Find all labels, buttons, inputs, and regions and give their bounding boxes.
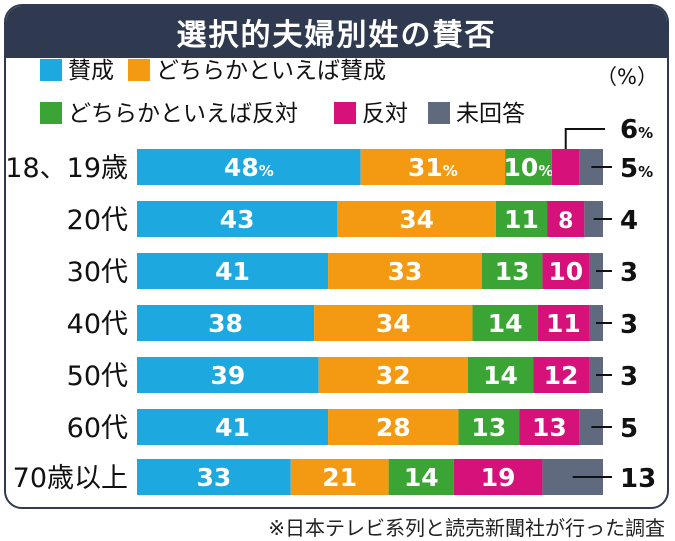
data-label-3-4: 3 (620, 310, 638, 340)
data-label-3-2: 14 (488, 309, 523, 338)
data-label-2-1: 33 (388, 257, 423, 286)
legend-swatch-4 (428, 102, 450, 124)
category-label-4: 50代 (67, 361, 128, 392)
leader-line-0-3 (564, 128, 605, 149)
data-label-6-4: 13 (620, 464, 656, 494)
data-label-5-2: 13 (471, 413, 506, 442)
data-label-2-3: 10 (548, 257, 583, 286)
data-label-4-0: 39 (210, 361, 245, 390)
bar-4-1 (318, 357, 468, 393)
data-label-0-1: 31% (408, 153, 458, 182)
category-label-1: 20代 (67, 205, 128, 236)
data-label-1-0: 43 (220, 205, 255, 234)
data-label-1-1: 34 (399, 205, 434, 234)
bar-5-0 (137, 409, 329, 445)
bar-0-2 (505, 149, 552, 185)
legend-label-0: 賛成 (68, 58, 114, 84)
bar-5-2 (458, 409, 520, 445)
category-label-0: 18、19歳 (5, 153, 128, 184)
bar-0-1 (360, 149, 506, 185)
legend-label-3: 反対 (362, 101, 408, 127)
category-label-5: 60代 (67, 413, 128, 444)
data-label-4-3: 12 (544, 361, 579, 390)
bar-1-2 (495, 201, 548, 237)
bar-3-3 (537, 305, 590, 341)
source-note: ※日本テレビ系列と読売新聞社が行った調査 (268, 516, 665, 540)
legend-label-1: どちらかといえば賛成 (156, 58, 386, 84)
legend-swatch-3 (334, 102, 356, 124)
bar-2-2 (481, 253, 543, 289)
data-label-3-1: 34 (376, 309, 411, 338)
data-label-6-1: 21 (322, 463, 357, 492)
data-label-3-3: 11 (546, 309, 581, 338)
bar-3-1 (314, 305, 473, 341)
data-label-0-2: 10% (504, 153, 554, 182)
data-label-5-4: 5 (620, 414, 638, 444)
bar-6-2 (388, 459, 454, 495)
bar-4-2 (467, 357, 534, 393)
chart-title: 選択的夫婦別姓の賛否 (6, 6, 667, 58)
bar-2-1 (328, 253, 482, 289)
legend-label-2: どちらかといえば反対 (68, 101, 298, 127)
legend-swatch-0 (40, 59, 62, 81)
bar-2-0 (137, 253, 329, 289)
data-label-6-2: 14 (404, 463, 439, 492)
legend-label-4: 未回答 (456, 101, 525, 127)
data-label-1-2: 11 (504, 205, 539, 234)
bar-1-0 (137, 201, 338, 237)
legend-swatch-2 (40, 102, 62, 124)
bar-2-3 (542, 253, 590, 289)
bar-3-2 (472, 305, 538, 341)
data-label-5-1: 28 (376, 413, 411, 442)
bar-5-1 (328, 409, 459, 445)
bar-3-0 (137, 305, 315, 341)
legend-swatch-1 (128, 59, 150, 81)
category-label-6: 70歳以上 (13, 463, 128, 494)
data-label-6-0: 33 (196, 463, 231, 492)
data-label-5-0: 41 (215, 413, 250, 442)
data-label-4-2: 14 (483, 361, 518, 390)
data-label-3-0: 38 (208, 309, 243, 338)
data-label-1-4: 4 (620, 206, 638, 236)
data-label-4-1: 32 (376, 361, 411, 390)
data-label-2-4: 3 (620, 258, 638, 288)
unit-label: （%） (596, 65, 658, 89)
bar-4-0 (137, 357, 319, 393)
category-label-2: 30代 (67, 257, 128, 288)
category-label-3: 40代 (67, 309, 128, 340)
bar-5-3 (519, 409, 580, 445)
bar-0-3 (551, 149, 580, 185)
bar-6-0 (137, 459, 291, 495)
data-label-0-3: 6% (620, 115, 653, 145)
bar-6-3 (453, 459, 543, 495)
data-label-4-4: 3 (620, 362, 638, 392)
data-label-6-3: 19 (481, 463, 516, 492)
bar-4-3 (533, 357, 590, 393)
bar-0-0 (137, 149, 361, 185)
data-label-0-4: 5% (620, 154, 653, 184)
data-label-1-3: 8 (558, 209, 573, 234)
data-label-5-3: 13 (532, 413, 567, 442)
bar-1-3 (547, 201, 585, 237)
data-label-2-0: 41 (215, 257, 250, 286)
bar-1-1 (337, 201, 496, 237)
data-label-2-2: 13 (495, 257, 530, 286)
bar-6-1 (290, 459, 389, 495)
data-label-0-0: 48% (224, 153, 274, 182)
